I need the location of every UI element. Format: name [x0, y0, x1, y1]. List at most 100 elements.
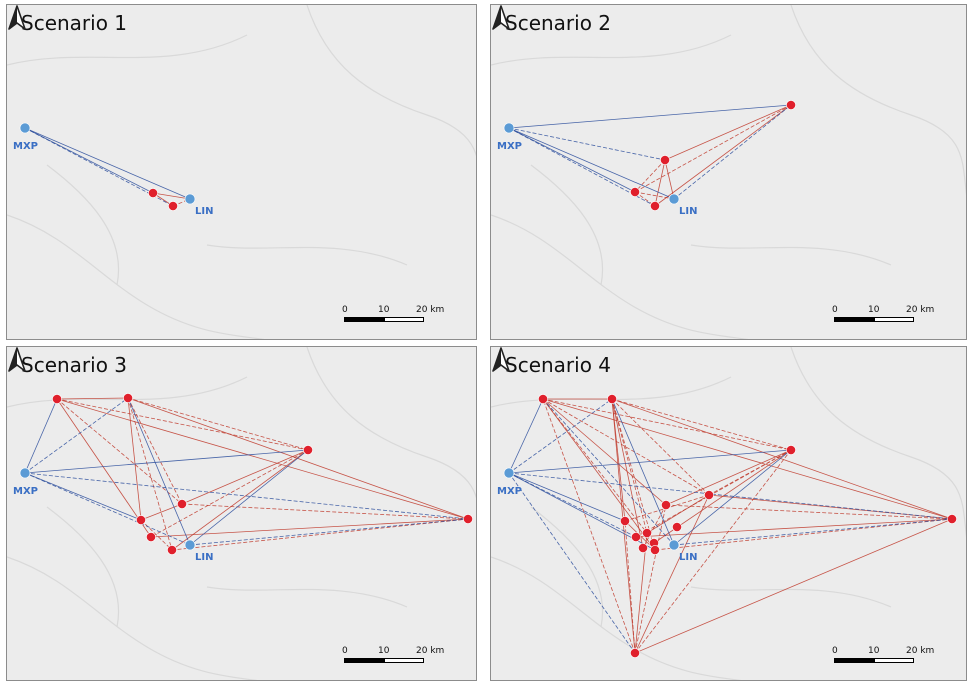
route-line-red: [127, 397, 173, 551]
route-line-blue: [24, 127, 191, 200]
airport-node-mxp: [503, 122, 515, 134]
route-line-red: [634, 504, 667, 654]
route-line-red: [127, 397, 183, 505]
vertiport-node: [168, 201, 178, 211]
route-line-blue: [542, 398, 675, 546]
scale-label-20: 20 km: [906, 305, 935, 315]
panel-scenario-1: MXP LIN Scenario 1 0 10 20 km: [6, 4, 477, 340]
route-line-blue: [673, 449, 792, 546]
terrain-line: [690, 244, 892, 266]
scale-bar: 0 10 20 km: [832, 305, 944, 327]
terrain-line: [206, 586, 408, 608]
route-line-red: [634, 449, 792, 654]
route-line-blue: [508, 127, 636, 193]
route-line-red: [56, 398, 469, 520]
route-line-blue: [611, 398, 675, 546]
scale-label-10: 10: [868, 305, 880, 315]
vertiport-node: [650, 201, 660, 211]
route-line-red: [56, 398, 152, 538]
route-line-red: [140, 519, 173, 551]
vertiport-node: [672, 522, 682, 532]
route-line-blue: [508, 104, 792, 129]
route-line-red: [611, 398, 648, 534]
terrain-line: [790, 347, 966, 538]
panel-title: Scenario 4: [505, 353, 612, 377]
route-line-red: [140, 503, 183, 521]
route-line-red: [664, 159, 675, 200]
airport-label-mxp: MXP: [13, 486, 38, 497]
scale-bar: 0 10 20 km: [832, 646, 944, 668]
route-line-blue: [508, 472, 953, 520]
route-line-red: [634, 191, 675, 200]
route-line-blue: [508, 398, 613, 474]
vertiport-node: [638, 543, 648, 553]
vertiport-node: [146, 532, 156, 542]
route-line-red: [56, 398, 309, 451]
route-line-blue: [508, 127, 675, 200]
route-line-red: [127, 397, 309, 451]
vertiport-node: [642, 528, 652, 538]
vertiport-node: [947, 514, 957, 524]
route-line-blue: [508, 472, 656, 551]
route-line-red: [665, 449, 792, 506]
panel-scenario-3: MXP LIN Scenario 3 0 10 20 km: [6, 346, 477, 681]
route-line-red: [542, 398, 792, 451]
scale-label-10: 10: [378, 646, 390, 656]
route-line-blue: [673, 518, 953, 546]
route-line-red: [642, 504, 667, 549]
route-line-blue: [508, 127, 656, 207]
basemap: [7, 5, 476, 339]
route-line-blue: [24, 449, 309, 474]
route-line-red: [56, 397, 129, 400]
terrain-line: [206, 244, 408, 266]
north-arrow-icon: [8, 5, 26, 30]
vertiport-node: [630, 648, 640, 658]
vertiport-node: [123, 393, 133, 403]
route-line-red: [542, 398, 953, 520]
terrain-line: [7, 556, 258, 680]
route-line-blue: [24, 127, 154, 194]
basemap: [491, 347, 966, 680]
airport-node-lin: [184, 193, 196, 205]
route-line-red: [624, 520, 636, 654]
route-line-red: [611, 398, 710, 496]
route-line-blue: [508, 127, 666, 161]
terrain-line: [7, 214, 265, 339]
vertiport-node: [650, 545, 660, 555]
vertiport-node: [538, 394, 548, 404]
route-line-red: [664, 104, 792, 161]
route-line-red: [611, 398, 792, 451]
route-line-red: [611, 398, 636, 654]
scale-bar: 0 10 20 km: [342, 305, 454, 327]
map-canvas: MXP LIN: [491, 5, 966, 339]
route-line-red: [634, 159, 666, 193]
map-canvas: MXP LIN: [491, 347, 966, 680]
route-line-red: [654, 104, 792, 207]
route-line-blue: [189, 518, 469, 546]
route-line-red: [611, 398, 953, 520]
route-line-blue: [24, 472, 469, 520]
route-line-red: [635, 518, 953, 538]
route-line-blue: [508, 398, 544, 474]
airport-node-mxp: [19, 467, 31, 479]
vertiport-node: [704, 490, 714, 500]
panel-title: Scenario 2: [505, 11, 612, 35]
route-line-red: [611, 398, 644, 549]
terrain-line: [7, 34, 248, 66]
route-line-red: [171, 449, 309, 551]
vertiport-node: [177, 499, 187, 509]
airport-label-lin: LIN: [679, 552, 697, 563]
route-line-red: [654, 518, 953, 551]
terrain-line: [306, 347, 476, 499]
vertiport-node: [631, 532, 641, 542]
route-line-red: [542, 398, 667, 506]
terrain-line: [530, 506, 604, 628]
scale-bar: 0 10 20 km: [342, 646, 454, 668]
terrain-line: [491, 214, 749, 339]
vertiport-node: [661, 500, 671, 510]
airport-node-lin: [184, 539, 196, 551]
airport-label-lin: LIN: [195, 206, 213, 217]
scale-label-20: 20 km: [416, 305, 445, 315]
route-line-blue: [127, 397, 191, 546]
vertiport-node: [167, 545, 177, 555]
